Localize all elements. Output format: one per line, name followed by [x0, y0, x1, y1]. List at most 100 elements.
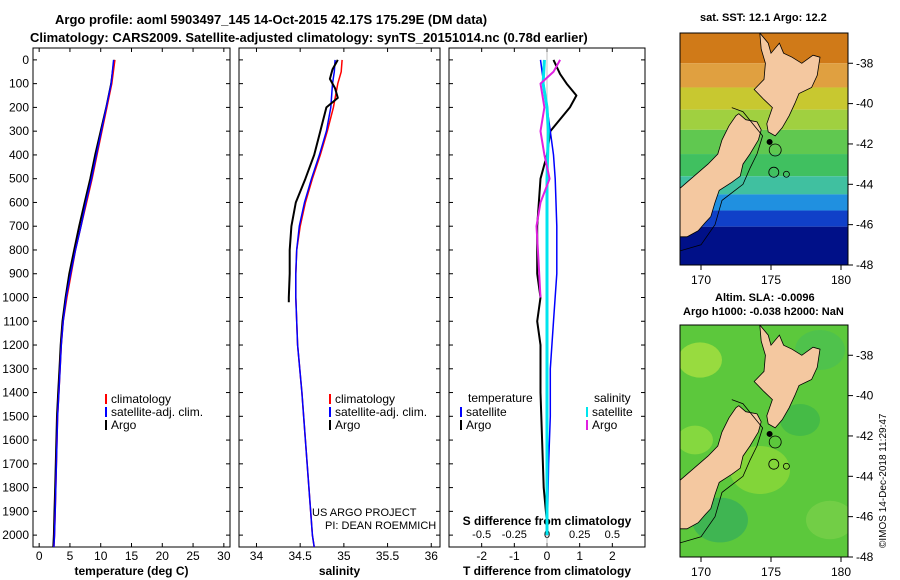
sst-contour-circle	[768, 143, 782, 157]
sdiff-argo-line	[535, 59, 561, 298]
sst-lon-label: 180	[831, 273, 851, 287]
y-tick-label: 1800	[2, 481, 29, 495]
y-tick-label: 2000	[2, 528, 29, 542]
sla-map-title-2: Argo h1000: -0.038 h2000: NaN	[683, 306, 844, 318]
y-tick-label: 1600	[2, 433, 29, 447]
temp-satellite-line	[53, 59, 115, 548]
sst-map-frame	[679, 32, 849, 266]
x-axis-label: temperature (deg C)	[74, 564, 188, 578]
sla-map-frame	[679, 324, 849, 558]
y-tick-label: 1500	[2, 409, 29, 423]
y-tick-label: 0	[22, 53, 29, 67]
y-tick-label: 1700	[2, 457, 29, 471]
legend-label: satellite	[592, 405, 633, 419]
tdiff-argo-line	[536, 59, 578, 524]
sla-anomaly-patch	[680, 342, 722, 378]
y-tick-label: 1200	[2, 338, 29, 352]
legend-title-salinity: salinity	[594, 391, 631, 405]
y-tick-label: 500	[9, 172, 29, 186]
y-tick-label: 1100	[3, 314, 29, 328]
x2-tick-label: -0.25	[502, 529, 527, 541]
sla-lat-label: -44	[856, 469, 874, 483]
sla-map	[680, 325, 848, 557]
sst-map-title: sat. SST: 12.1 Argo: 12.2	[700, 12, 827, 24]
y-tick-label: 700	[9, 219, 29, 233]
sst-argo-marker	[766, 138, 773, 145]
x-tick-label: 34.5	[288, 549, 312, 563]
sla-lon-label: 175	[761, 565, 781, 579]
y-tick-label: 1400	[2, 386, 29, 400]
sst-contour-circle	[783, 170, 790, 178]
legend-label: Argo	[466, 418, 492, 432]
x2-tick-label: 0.5	[605, 529, 620, 541]
sla-argo-marker	[766, 430, 773, 437]
sst-contour-circle	[768, 166, 780, 178]
x-tick-label: 0	[36, 549, 43, 563]
y-tick-label: 300	[9, 124, 29, 138]
x-tick-label: 35.5	[376, 549, 400, 563]
temp-argo-line	[52, 59, 116, 548]
sla-lat-label: -40	[856, 389, 874, 403]
legend-label: satellite-adj. clim.	[335, 405, 427, 419]
sst-south-island	[680, 113, 762, 238]
x-tick-label: 20	[156, 549, 170, 563]
sla-south-island	[680, 405, 762, 530]
sst-band	[680, 226, 848, 265]
sst-isobath	[680, 107, 764, 252]
legend-label: Argo	[111, 418, 137, 432]
x-tick-label: 5	[67, 549, 74, 563]
x2-tick-label: 0.25	[569, 529, 590, 541]
sst-lat-label: -42	[856, 137, 874, 151]
sla-contour-circle	[768, 435, 782, 449]
sst-lat-label: -40	[856, 97, 874, 111]
x-tick-label: 35	[337, 549, 351, 563]
sst-band	[680, 194, 848, 211]
legend-title-temperature: temperature	[468, 391, 533, 405]
sst-band	[680, 210, 848, 227]
sla-lat-label: -48	[856, 550, 874, 564]
sst-band	[680, 129, 848, 155]
y-tick-label: 600	[9, 195, 29, 209]
legend-label: satellite-adj. clim.	[111, 405, 203, 419]
y-tick-label: 400	[9, 148, 29, 162]
sst-lat-label: -44	[856, 177, 874, 191]
sst-north-island	[753, 33, 821, 137]
x2-tick-label: -0.5	[472, 529, 491, 541]
salinity-panel: 34 34.5 35 35.5 36 salinity climatologysatelli…	[238, 47, 441, 578]
y-tick-label: 1000	[2, 291, 29, 305]
sla-lon-label: 170	[691, 565, 711, 579]
title-line-2: Climatology: CARS2009. Satellite-adjuste…	[30, 30, 588, 45]
legend-label: climatology	[335, 392, 395, 406]
sla-isobath	[680, 399, 764, 544]
credit-line-2: PI: DEAN ROEMMICH	[325, 520, 436, 532]
x-tick-label: -1	[509, 549, 520, 563]
sla-anomaly-patch	[806, 500, 848, 540]
x-tick-label: 15	[125, 549, 139, 563]
sst-lat-label: -48	[856, 258, 874, 272]
x-tick-label: 1	[576, 549, 583, 563]
x-tick-label: -2	[476, 549, 487, 563]
sst-map	[680, 33, 848, 265]
sla-lat-label: -46	[856, 510, 874, 524]
sla-anomaly-patch	[730, 446, 790, 494]
credit-line-1: US ARGO PROJECT	[312, 507, 417, 519]
x-tick-label: 34	[250, 549, 264, 563]
sst-lat-label: -46	[856, 218, 874, 232]
sal-satellite-line	[295, 59, 336, 548]
panel-frame	[32, 47, 231, 548]
panel-frame	[238, 47, 441, 548]
title-line-1: Argo profile: aoml 5903497_145 14-Oct-20…	[55, 12, 488, 27]
map-axes: 170 175 180 -38 -40 -42 -44 -46 -48 170 175 180 -38 -…	[679, 32, 874, 579]
sla-anomaly-patch	[680, 425, 713, 455]
sla-lat-label: -42	[856, 429, 874, 443]
difference-panel: -2 -1 0 1 2T difference from climatology -0.5…	[448, 47, 646, 578]
x-tick-label: 2	[609, 549, 616, 563]
sla-contour-circle	[783, 462, 790, 470]
y-tick-label: 1900	[2, 504, 29, 518]
temp-climatology-line	[53, 59, 116, 548]
sdiff-satellite-line	[541, 59, 550, 536]
sla-lat-label: -38	[856, 348, 874, 362]
y-tick-label: 1300	[2, 362, 29, 376]
legend-label: Argo	[335, 418, 361, 432]
